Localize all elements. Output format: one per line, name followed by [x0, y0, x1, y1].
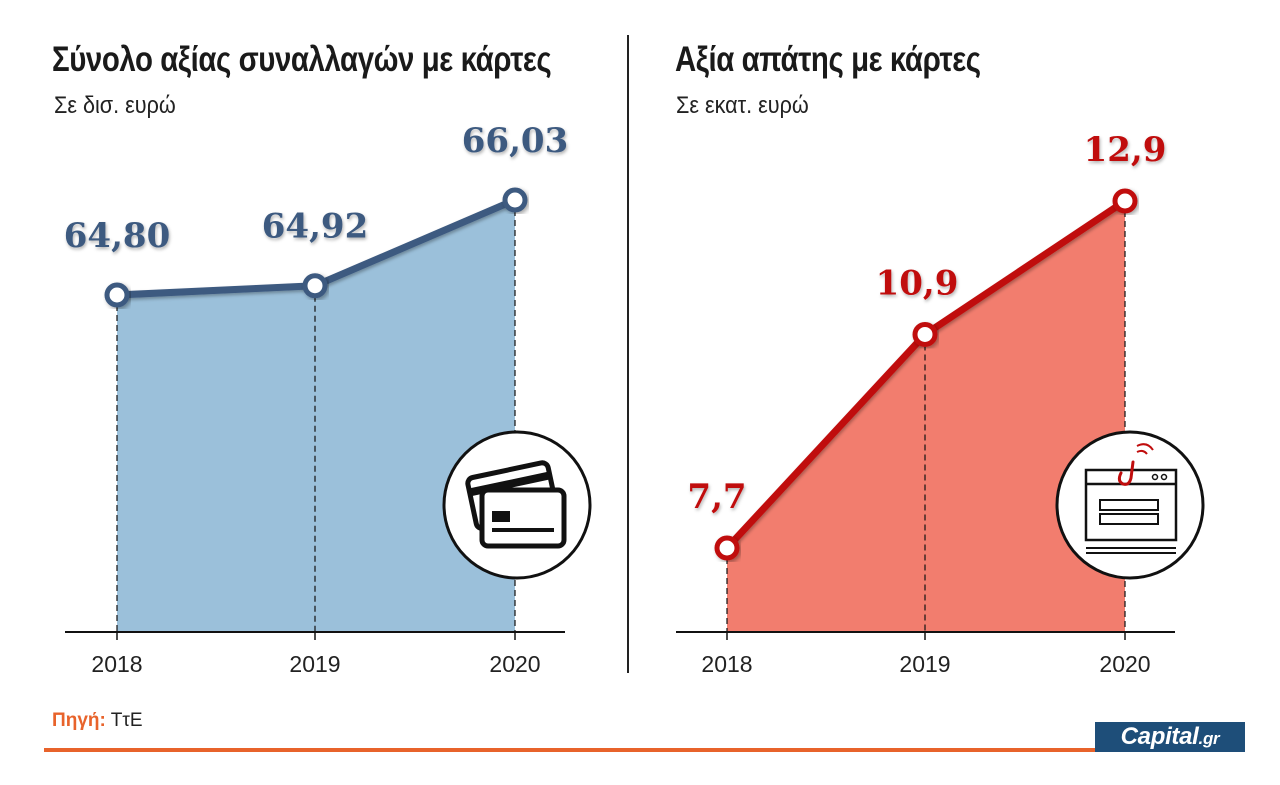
- left-chart: 2018 2019 2020 64,80 64,92 66,03: [64, 121, 568, 677]
- data-label: 66,03: [462, 121, 568, 161]
- left-chart-subtitle: Σε δισ. ευρώ: [54, 92, 176, 119]
- x-tick-label: 2018: [91, 651, 142, 677]
- area-fill: [727, 201, 1125, 632]
- brand-name: Capital: [1120, 723, 1199, 750]
- data-point: [1112, 188, 1138, 214]
- brand-suffix: .gr: [1198, 729, 1220, 748]
- data-label: 64,80: [64, 216, 170, 256]
- right-chart-title: Αξία απάτης με κάρτες: [675, 40, 981, 79]
- x-tick-label: 2020: [489, 651, 540, 677]
- x-tick-label: 2018: [701, 651, 752, 677]
- source-note: Πηγή: ΤτΕ: [52, 710, 143, 732]
- source-value: ΤτΕ: [110, 710, 143, 731]
- data-label: 7,7: [687, 477, 746, 517]
- left-chart-title: Σύνολο αξίας συναλλαγών με κάρτες: [52, 40, 552, 79]
- data-point: [104, 282, 130, 308]
- x-tick-label: 2019: [289, 651, 340, 677]
- brand-logo: Capital.gr: [1095, 722, 1245, 752]
- panel-divider: [627, 35, 629, 673]
- data-point: [714, 535, 740, 561]
- x-tick-label: 2020: [1099, 651, 1150, 677]
- data-point: [302, 273, 328, 299]
- phishing-hook-icon: [1055, 430, 1205, 580]
- data-point: [502, 187, 528, 213]
- data-label: 10,9: [876, 263, 959, 303]
- x-tick-label: 2019: [899, 651, 950, 677]
- data-label: 64,92: [262, 207, 368, 247]
- source-label: Πηγή:: [52, 710, 106, 731]
- footer-rule: [44, 748, 1244, 752]
- right-chart: 2018 2019 2020 7,7 10,9 12,9: [676, 130, 1175, 677]
- area-fill: [117, 200, 515, 632]
- data-point: [912, 321, 938, 347]
- credit-cards-icon: [442, 430, 592, 580]
- data-label: 12,9: [1084, 130, 1167, 170]
- charts-svg: 2018 2019 2020 64,80 64,92 66,03 2018 2019 2020…: [64, 121, 1205, 677]
- right-chart-subtitle: Σε εκατ. ευρώ: [676, 92, 809, 119]
